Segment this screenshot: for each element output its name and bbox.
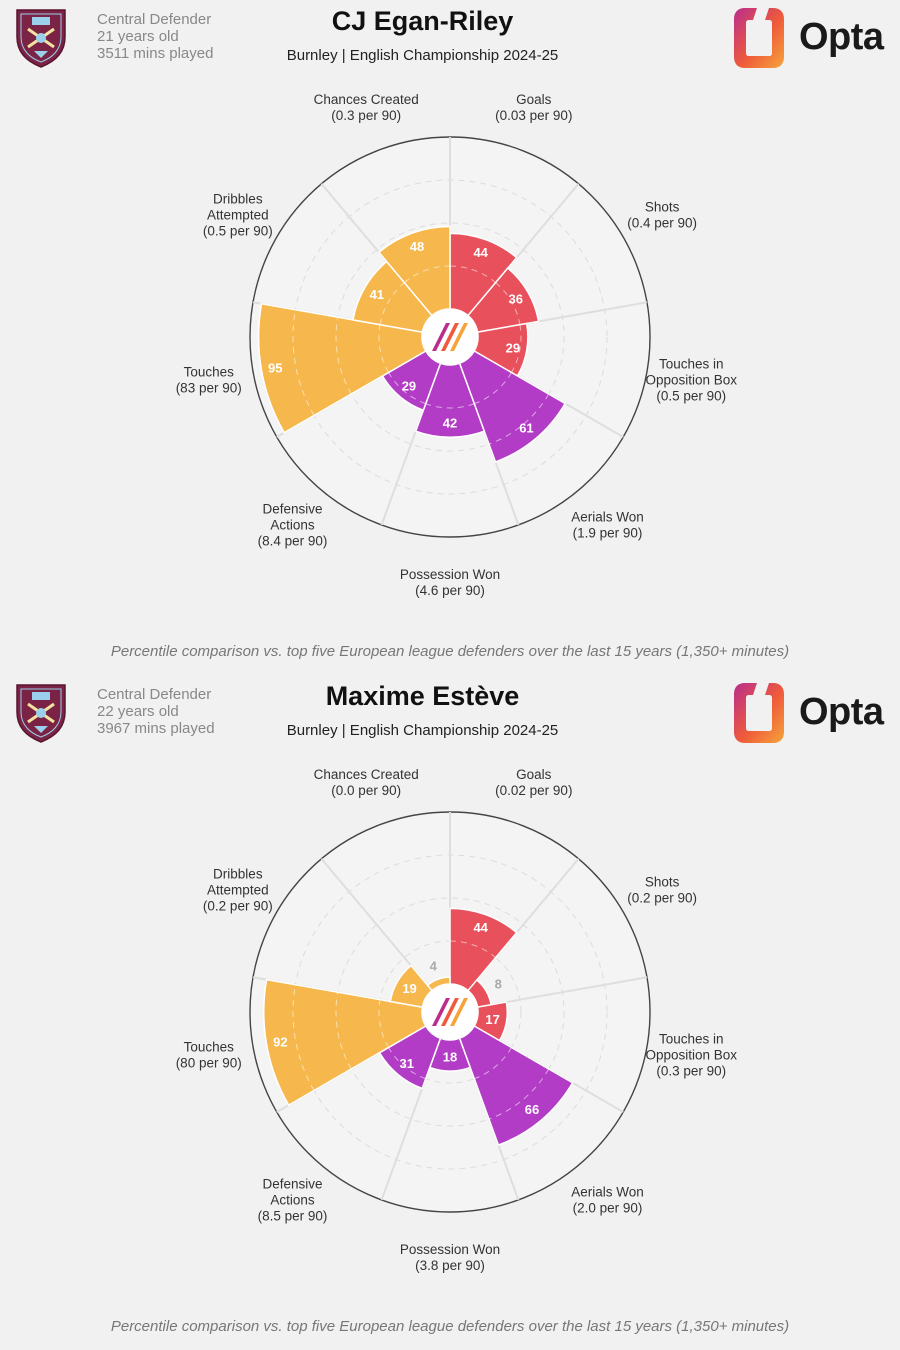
- radar-value-label: 44: [473, 245, 488, 260]
- player-minutes: 3511 mins played: [97, 45, 214, 62]
- radar-axis-label: Dribbles Attempted (0.5 per 90): [203, 192, 273, 239]
- radar-value-label: 8: [495, 977, 502, 992]
- radar-wedge-grid: [378, 999, 389, 1048]
- player-meta: Central Defender 22 years old 3967 mins …: [97, 686, 215, 737]
- radar-axis-label: Defensive Actions (8.5 per 90): [258, 1177, 328, 1224]
- opta-center-icon: [432, 323, 468, 351]
- radar-wedge-grid: [379, 282, 405, 325]
- radar-axis-label: Shots (0.4 per 90): [627, 200, 697, 231]
- burnley-crest-icon: [16, 684, 66, 743]
- radar-wedge-grid: [292, 309, 315, 416]
- radar-axis-label: Touches (83 per 90): [176, 365, 242, 396]
- radar-axis-label: Chances Created (0.0 per 90): [314, 767, 419, 798]
- radar-value-label: 29: [506, 341, 520, 356]
- radar-value-label: 41: [370, 287, 384, 302]
- radar-wedge-grid: [292, 984, 315, 1091]
- radar-axis-label: Goals (0.03 per 90): [495, 92, 572, 123]
- opta-mark-icon: [734, 8, 784, 68]
- radar-wedge-grid: [495, 282, 521, 325]
- chart-footnote: Percentile comparison vs. top five Europ…: [110, 1318, 790, 1335]
- player-age: 22 years old: [97, 703, 179, 720]
- radar-wedge-grid: [388, 372, 426, 405]
- radar-axis-label: Dribbles Attempted (0.2 per 90): [203, 867, 273, 914]
- radar-axis-label: Defensive Actions (8.4 per 90): [258, 502, 328, 549]
- player-subtitle: Burnley | English Championship 2024-25: [286, 722, 559, 739]
- radar-value-label: 48: [410, 239, 424, 254]
- radar-value-label: 42: [443, 416, 457, 431]
- radar-value-label: 44: [473, 920, 488, 935]
- radar-axis-label: Aerials Won (1.9 per 90): [571, 510, 644, 541]
- radar-axis-label: Touches in Opposition Box (0.3 per 90): [645, 1032, 737, 1079]
- radar-wedge-grid: [404, 265, 451, 283]
- opta-center-icon: [432, 998, 468, 1026]
- radar-value-label: 92: [273, 1034, 287, 1049]
- opta-wordmark: Opta: [799, 691, 884, 733]
- player-position: Central Defender: [97, 686, 212, 703]
- radar-value-label: 66: [525, 1102, 539, 1117]
- player-age: 21 years old: [97, 28, 179, 45]
- radar-value-label: 4: [430, 959, 438, 974]
- radar-axis-label: Possession Won (3.8 per 90): [400, 1242, 500, 1273]
- radar-axis-label: Shots (0.2 per 90): [627, 875, 697, 906]
- radar-chart: 44 36 29 61 42 29 95 41 48 Goals (0.03 per 90) Shot…: [176, 92, 738, 598]
- radar-wedge-grid: [378, 324, 389, 373]
- radar-wedge-grid: [449, 265, 496, 283]
- burnley-crest-icon: [16, 9, 66, 68]
- radar-wedge-grid: [474, 1047, 512, 1080]
- opta-logo: Opta: [733, 6, 898, 70]
- radar-wedge-grid: [474, 372, 512, 405]
- radar-value-label: 61: [519, 421, 533, 436]
- radar-wedge: [389, 964, 434, 1009]
- opta-mark-icon: [734, 683, 784, 743]
- radar-axis-label: Touches in Opposition Box (0.5 per 90): [645, 357, 737, 404]
- player-subtitle: Burnley | English Championship 2024-25: [286, 47, 559, 64]
- radar-value-label: 19: [402, 981, 416, 996]
- radar-axis-label: Goals (0.02 per 90): [495, 767, 572, 798]
- radar-chart: 44 8 17 66 18 31 92 19 4 Goals (0.02 per 90) Shots(…: [176, 767, 738, 1273]
- player-name: Maxime Estève: [325, 681, 520, 711]
- player-meta: Central Defender 21 years old 3511 mins …: [97, 11, 213, 62]
- radar-axis-label: Aerials Won (2.0 per 90): [571, 1185, 644, 1216]
- opta-wordmark: Opta: [799, 16, 884, 58]
- opta-logo: Opta: [733, 681, 898, 745]
- radar-wedge-grid: [388, 1047, 426, 1080]
- player-minutes: 3967 mins played: [97, 720, 215, 737]
- player-panel-2: Central Defender 22 years old 3967 mins …: [0, 675, 900, 1350]
- radar-value-label: 18: [443, 1049, 457, 1064]
- radar-value-label: 36: [509, 292, 523, 307]
- player-name: CJ Egan-Riley: [331, 6, 514, 36]
- radar-wedge-grid: [449, 940, 496, 958]
- chart-footnote: Percentile comparison vs. top five Europ…: [110, 643, 790, 660]
- radar-value-label: 17: [485, 1012, 499, 1027]
- radar-value-label: 31: [399, 1056, 413, 1071]
- radar-wedge-grid: [511, 324, 522, 373]
- radar-wedge-grid: [425, 403, 475, 409]
- radar-axis-label: Touches (80 per 90): [176, 1040, 242, 1071]
- radar-axis-label: Chances Created (0.3 per 90): [314, 92, 419, 123]
- radar-value-label: 95: [268, 360, 282, 375]
- radar-value-label: 29: [402, 378, 416, 393]
- radar-axis-label: Possession Won (4.6 per 90): [400, 567, 500, 598]
- player-position: Central Defender: [97, 11, 212, 28]
- player-panel-1: Central Defender 21 years old 3511 mins …: [16, 6, 898, 660]
